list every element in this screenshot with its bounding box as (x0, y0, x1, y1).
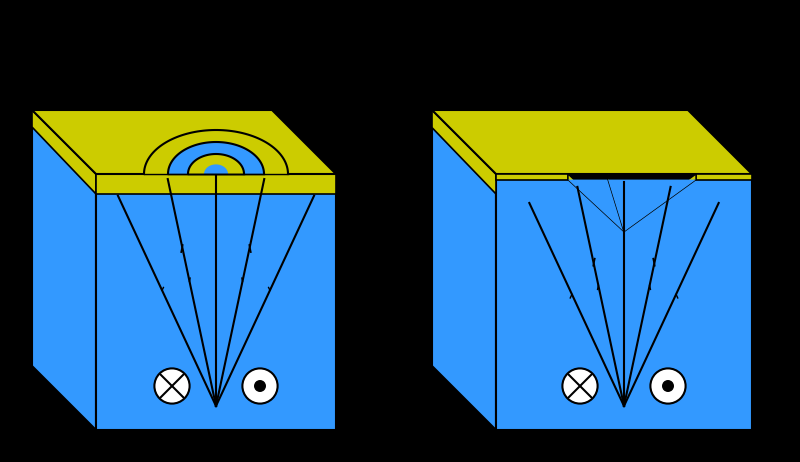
Polygon shape (496, 174, 752, 430)
Circle shape (242, 368, 278, 404)
Circle shape (154, 368, 190, 404)
Polygon shape (608, 174, 696, 226)
Polygon shape (568, 174, 624, 231)
Polygon shape (144, 130, 288, 174)
Circle shape (254, 381, 266, 391)
Circle shape (562, 368, 598, 404)
Polygon shape (608, 174, 624, 231)
Polygon shape (32, 110, 336, 174)
Polygon shape (624, 174, 696, 231)
Polygon shape (96, 174, 336, 194)
Polygon shape (188, 154, 244, 174)
Polygon shape (568, 174, 624, 226)
Polygon shape (608, 180, 696, 231)
Polygon shape (32, 110, 96, 194)
Circle shape (650, 368, 686, 404)
Polygon shape (432, 110, 752, 174)
Circle shape (662, 381, 674, 391)
Polygon shape (32, 110, 96, 430)
Polygon shape (696, 174, 752, 180)
Polygon shape (204, 164, 228, 174)
Polygon shape (608, 174, 624, 231)
Polygon shape (568, 180, 624, 231)
Polygon shape (96, 174, 336, 430)
Polygon shape (496, 174, 568, 180)
Polygon shape (168, 142, 264, 174)
Polygon shape (432, 110, 496, 430)
Polygon shape (432, 110, 496, 194)
